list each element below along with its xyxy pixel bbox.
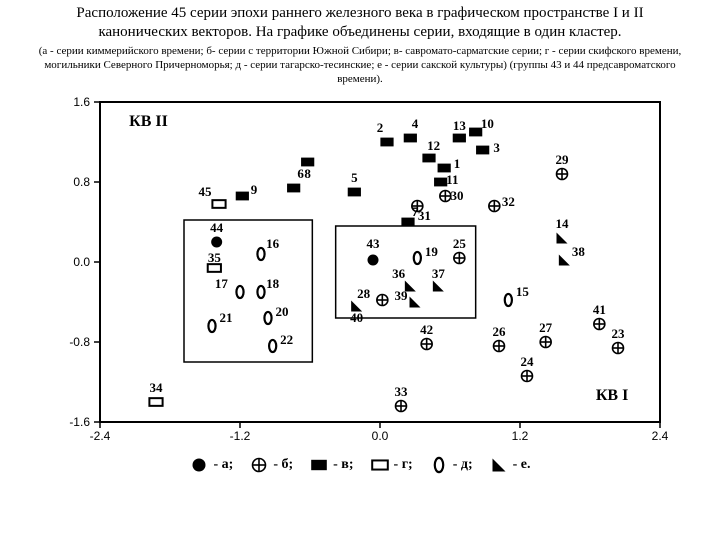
- svg-text:1: 1: [454, 156, 461, 171]
- svg-text:41: 41: [593, 302, 606, 317]
- legend-item-d: - д;: [429, 456, 473, 474]
- svg-text:29: 29: [556, 152, 570, 167]
- svg-text:8: 8: [304, 166, 311, 181]
- svg-text:38: 38: [572, 244, 586, 259]
- chart-area: -2.4 -1.2 0.0 1.2 2.4 -1.6 -0.8 0.0 0.8 1.6 КВ II К…: [40, 92, 680, 452]
- svg-text:21: 21: [220, 310, 233, 325]
- svg-text:2: 2: [377, 120, 384, 135]
- svg-text:43: 43: [367, 236, 381, 251]
- legend-item-g: - г;: [370, 456, 413, 474]
- svg-text:1.2: 1.2: [512, 429, 529, 443]
- chart-title: Расположение 45 серии эпохи раннего желе…: [0, 0, 720, 42]
- svg-text:20: 20: [276, 304, 289, 319]
- svg-text:5: 5: [351, 170, 358, 185]
- svg-text:26: 26: [493, 324, 507, 339]
- page: { "title": "Расположение 45 серии эпохи …: [0, 0, 720, 540]
- svg-text:34: 34: [150, 380, 164, 395]
- svg-text:27: 27: [539, 320, 553, 335]
- svg-text:22: 22: [280, 332, 293, 347]
- legend-label: - г;: [394, 457, 413, 473]
- svg-text:18: 18: [266, 276, 280, 291]
- legend-item-b: - б;: [249, 456, 293, 474]
- svg-text:КВ II: КВ II: [129, 113, 168, 130]
- svg-text:25: 25: [453, 236, 467, 251]
- legend-item-v: - в;: [309, 456, 353, 474]
- svg-text:14: 14: [556, 216, 570, 231]
- svg-text:0.8: 0.8: [73, 175, 90, 189]
- chart-subtitle: (а - серии киммерийского времени; б- сер…: [0, 42, 720, 87]
- legend-label: - д;: [453, 457, 473, 473]
- svg-text:24: 24: [521, 354, 535, 369]
- svg-text:-1.2: -1.2: [230, 429, 251, 443]
- svg-text:10: 10: [481, 116, 494, 131]
- svg-text:35: 35: [208, 250, 222, 265]
- svg-text:31: 31: [418, 208, 431, 223]
- svg-text:19: 19: [425, 244, 439, 259]
- legend-label: - а;: [213, 457, 233, 473]
- legend-item-e: - е.: [489, 456, 531, 474]
- svg-text:6: 6: [297, 166, 304, 181]
- point-41: 41: [593, 302, 606, 330]
- svg-text:-0.8: -0.8: [69, 335, 90, 349]
- svg-text:0.0: 0.0: [73, 255, 90, 269]
- svg-text:36: 36: [392, 266, 406, 281]
- svg-text:40: 40: [350, 310, 363, 325]
- svg-text:12: 12: [427, 138, 440, 153]
- svg-text:17: 17: [215, 276, 229, 291]
- svg-text:1.6: 1.6: [73, 95, 90, 109]
- svg-text:37: 37: [432, 266, 446, 281]
- svg-text:-2.4: -2.4: [90, 429, 111, 443]
- svg-text:23: 23: [612, 326, 626, 341]
- svg-text:0.0: 0.0: [372, 429, 389, 443]
- svg-text:13: 13: [453, 118, 467, 133]
- svg-text:44: 44: [210, 220, 224, 235]
- svg-text:30: 30: [451, 188, 464, 203]
- svg-text:42: 42: [420, 322, 433, 337]
- legend-item-a: - а;: [189, 456, 233, 474]
- point-42: 42: [420, 322, 433, 350]
- point-43: 43: [367, 236, 381, 266]
- svg-text:КВ I: КВ I: [596, 387, 629, 404]
- svg-text:45: 45: [199, 184, 213, 199]
- svg-text:32: 32: [502, 194, 515, 209]
- svg-text:11: 11: [446, 172, 458, 187]
- svg-text:3: 3: [493, 140, 500, 155]
- svg-text:33: 33: [395, 384, 409, 399]
- legend-label: - е.: [513, 457, 531, 473]
- svg-text:15: 15: [516, 284, 530, 299]
- svg-text:2.4: 2.4: [652, 429, 669, 443]
- svg-text:28: 28: [357, 286, 371, 301]
- legend: - а; - б; - в; - г; - д; - е.: [0, 456, 720, 479]
- svg-text:-1.6: -1.6: [69, 415, 90, 429]
- legend-label: - в;: [333, 457, 353, 473]
- scatter-chart: -2.4 -1.2 0.0 1.2 2.4 -1.6 -0.8 0.0 0.8 1.6 КВ II К…: [40, 92, 680, 452]
- svg-text:16: 16: [266, 236, 280, 251]
- point-44: 44: [210, 220, 224, 248]
- svg-text:4: 4: [412, 116, 419, 131]
- legend-label: - б;: [273, 457, 293, 473]
- point-30: 30: [440, 188, 464, 203]
- svg-text:39: 39: [395, 288, 409, 303]
- svg-text:9: 9: [251, 182, 258, 197]
- point-13: 13: [453, 118, 467, 142]
